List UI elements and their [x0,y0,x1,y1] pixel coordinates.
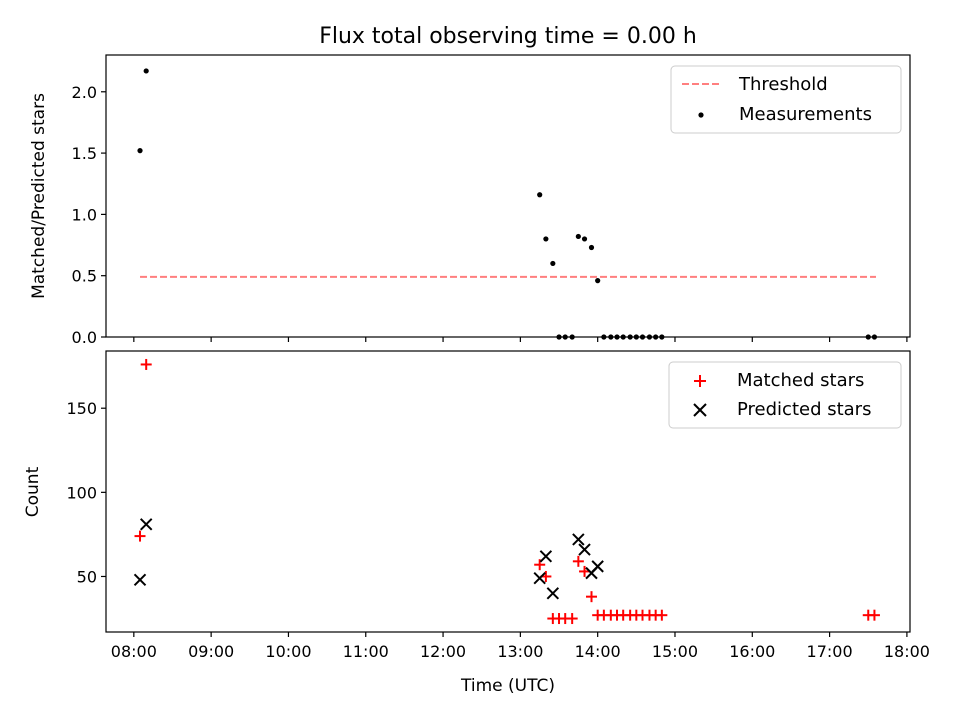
legend-measurements-swatch [698,112,704,118]
measurement-point [608,334,614,340]
x-tick-label: 09:00 [188,642,234,661]
panel-count-frame [105,350,911,633]
y-tick-label: 1.5 [72,144,97,163]
measurement-point [646,334,653,340]
predicted-star-point [533,571,546,585]
panel-count-marks [133,358,880,625]
measurement-point [143,68,149,74]
x-tick-label: 10:00 [265,642,311,661]
panel-count-x-ticks: 08:00 09:00 10:00 11:00 12:00 13:00 14:00 15:00… [111,632,930,661]
measurement-point [575,233,581,240]
predicted-star-point [546,587,560,600]
x-tick-label: 13:00 [497,642,543,661]
matched-star-point [134,530,146,542]
legend-predicted-swatch [693,403,707,417]
panel-count-legend: Matched stars Predicted stars [668,361,902,429]
x-tick-label: 11:00 [343,642,389,661]
matched-star-point [534,559,546,571]
measurement-point [581,236,588,242]
measurement-point [614,334,620,340]
panel-count: 50 100 150 08:00 09:00 10:00 11:00 12:00 13:00 1… [23,350,930,661]
matched-star-point [572,555,584,567]
y-tick-label: 150 [66,399,97,418]
panel-ratio-y-ticks: 0.0 0.5 1.0 1.5 2.0 [72,83,106,347]
legend-measurements-label: Measurements [739,104,872,125]
matched-star-point [566,613,578,625]
measurement-point [865,334,871,340]
legend-threshold-label: Threshold [738,74,828,95]
panel-ratio: 0.00.51.01.52.0 Matched/Predicted stars … [29,54,911,347]
predicted-star-point [572,533,585,546]
matched-star-point [140,358,152,370]
measurement-point [595,278,601,284]
y-tick-label: 0.0 [72,328,97,347]
measurement-point [588,244,595,251]
predicted-star-point [578,543,591,556]
legend-matched-swatch [694,375,706,387]
x-tick-label: 08:00 [111,642,157,661]
panel-ratio-ylabel: Matched/Predicted stars [29,93,49,299]
y-tick-label: 0.5 [72,267,97,286]
measurement-point [537,192,543,198]
measurement-point [639,334,646,340]
measurement-point [633,334,639,340]
x-axis-label: Time (UTC) [460,676,555,696]
measurement-point [562,334,568,340]
x-tick-label: 18:00 [884,642,930,661]
matched-star-point [585,591,597,603]
predicted-star-point [591,560,604,573]
matched-star-point [868,609,880,621]
panel-ratio-x-ticks [133,337,908,342]
predicted-star-point [139,518,153,531]
y-tick-label: 1.0 [72,205,97,224]
measurement-point [627,334,633,340]
measurement-point [137,148,143,154]
x-tick-label: 15:00 [652,642,698,661]
predicted-star-point [539,550,553,563]
y-tick-label: 2.0 [72,83,97,102]
x-tick-label: 12:00 [420,642,466,661]
measurement-point [620,334,626,340]
matched-star-point [656,609,668,621]
legend-matched-label: Matched stars [737,370,864,391]
predicted-star-point [133,573,147,587]
y-tick-label: 50 [77,567,97,586]
chart-title: Flux total observing time = 0.00 h [319,24,697,49]
x-tick-label: 17:00 [807,642,853,661]
measurement-point [543,236,549,242]
panel-count-y-ticks: 50 100 150 [66,399,106,586]
measurement-point [601,334,607,340]
y-tick-label: 100 [66,483,97,502]
panel-ratio-frame [105,54,911,338]
panel-ratio-marks [137,68,878,340]
x-tick-label: 14:00 [575,642,621,661]
measurement-point [871,334,878,340]
panel-ratio-legend: Threshold Measurements [670,65,902,134]
panel-count-ylabel: Count [23,466,43,517]
legend-predicted-label: Predicted stars [737,399,871,420]
measurement-point [659,334,665,340]
legend-box [668,361,902,429]
measurement-point [550,260,556,267]
legend-box [670,65,902,134]
measurement-point [556,334,562,340]
measurement-point [569,334,575,340]
x-tick-label: 16:00 [729,642,775,661]
measurement-point [653,334,659,340]
matched-star-point [579,565,591,577]
